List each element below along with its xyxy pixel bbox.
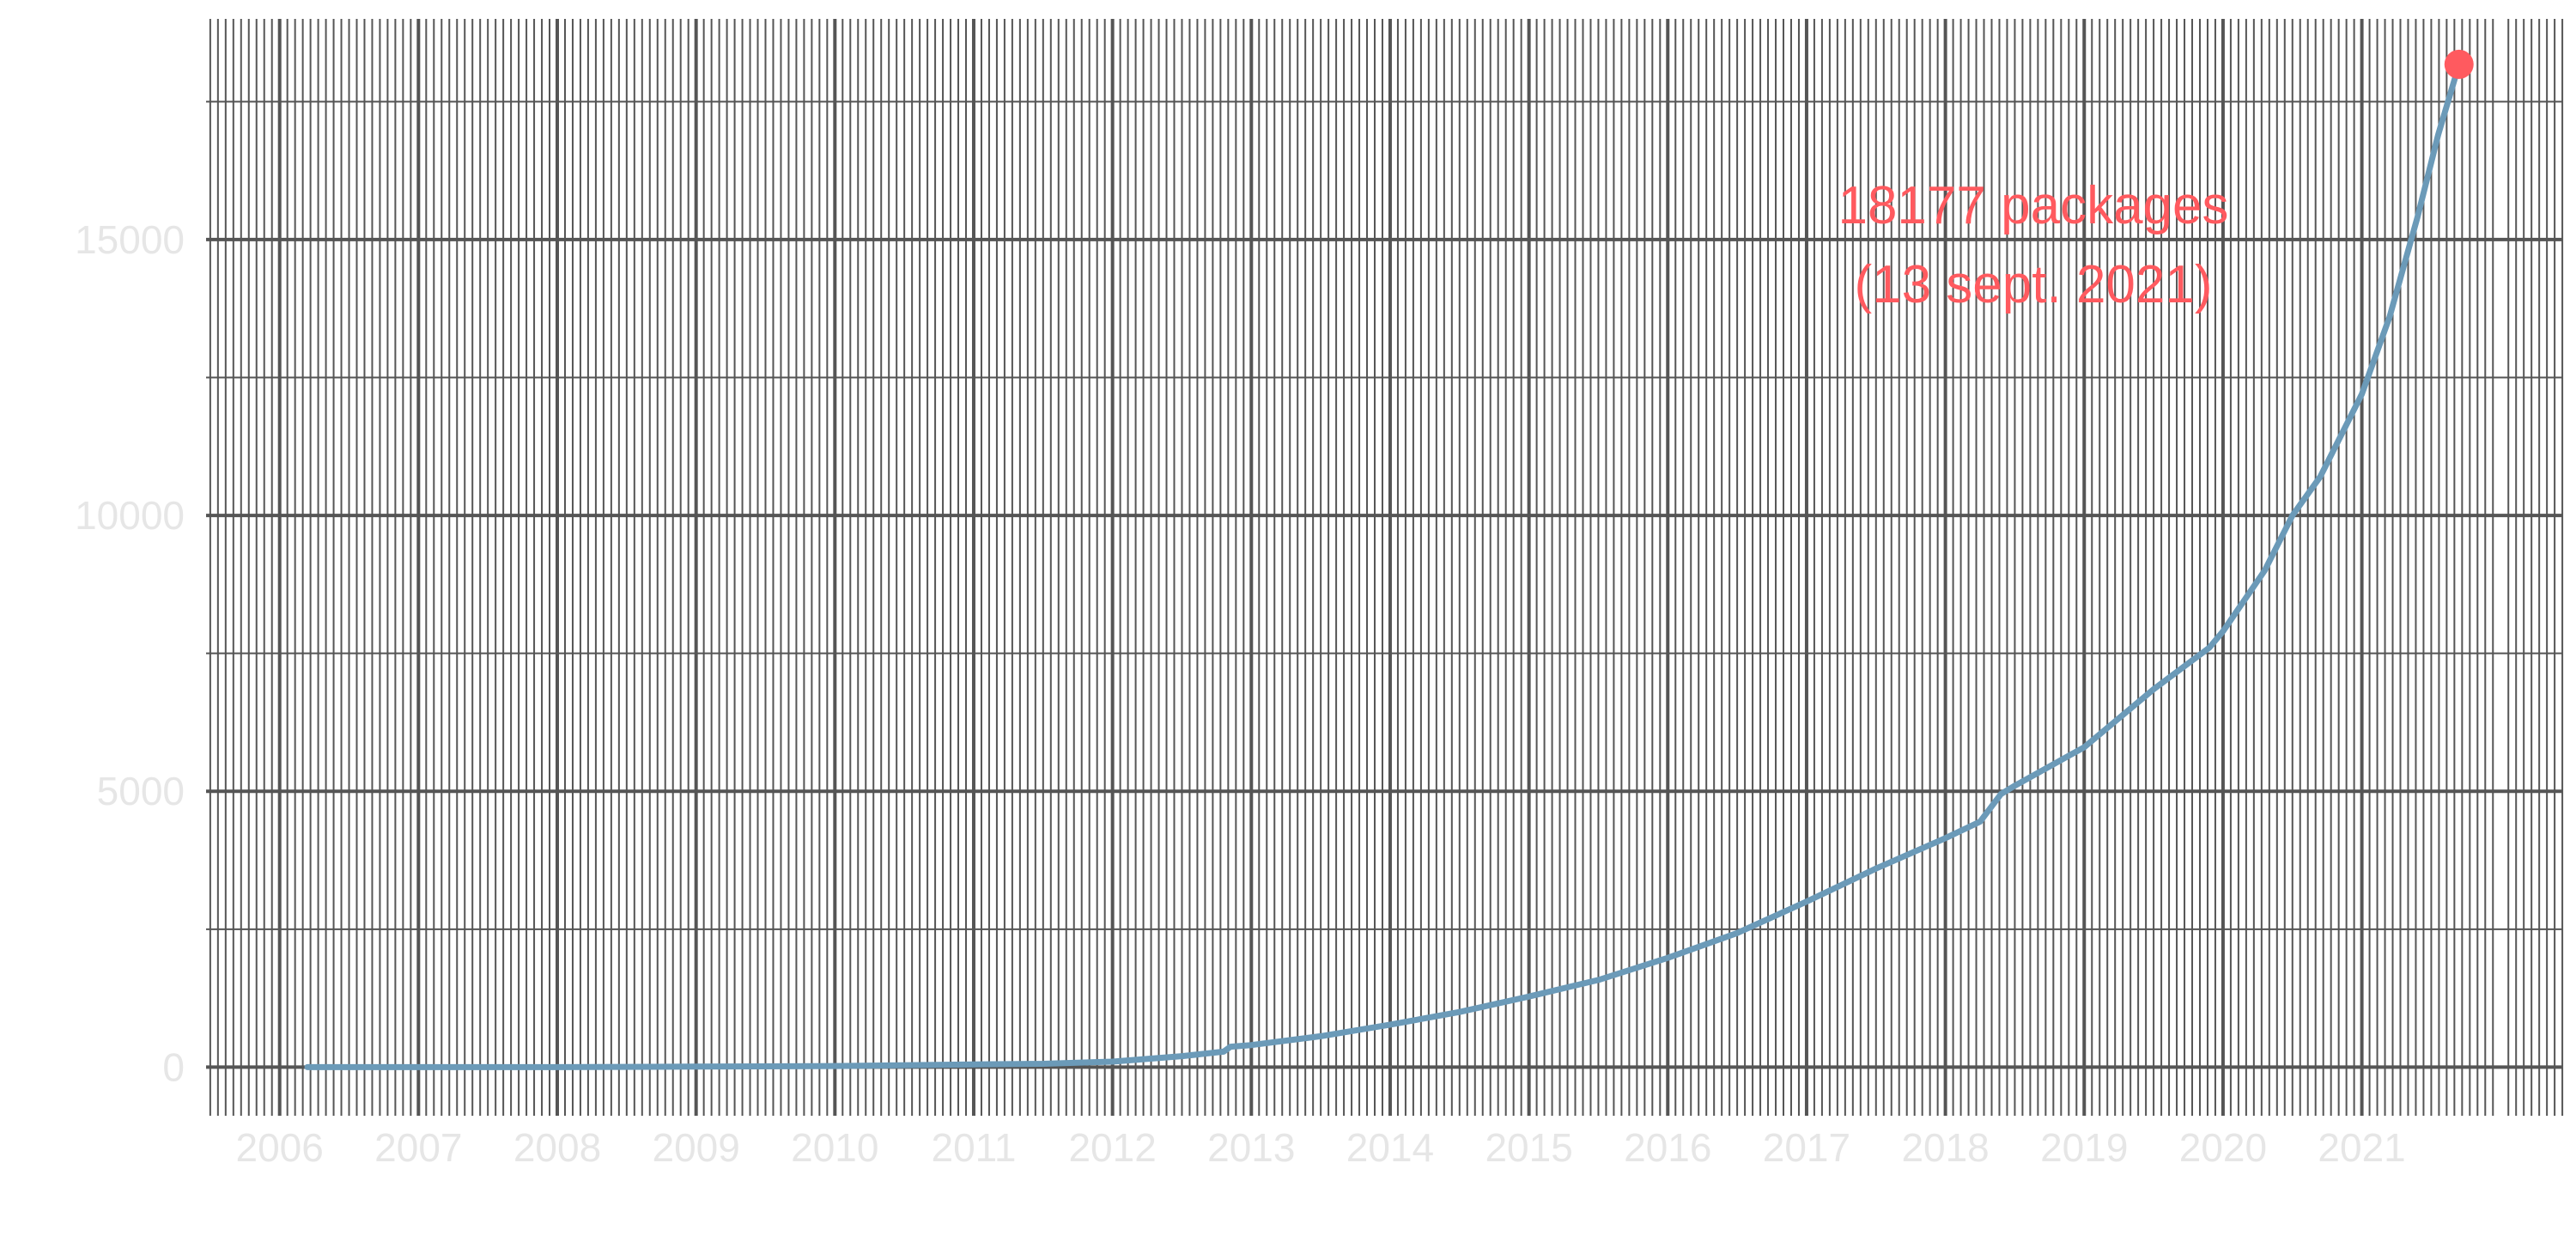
x-tick-label: 2018 — [1901, 1125, 1989, 1170]
y-axis-ticks: 0 5000 10000 15000 — [75, 217, 185, 1089]
x-tick-label: 2012 — [1068, 1125, 1156, 1170]
x-tick-label: 2008 — [513, 1125, 601, 1170]
y-tick-label: 10000 — [75, 493, 185, 538]
annotation-line-2: (13 sept. 2021) — [1854, 255, 2212, 314]
x-tick-label: 2007 — [374, 1125, 462, 1170]
y-tick-label: 15000 — [75, 217, 185, 262]
x-tick-label: 2019 — [2040, 1125, 2128, 1170]
x-tick-label: 2011 — [932, 1125, 1017, 1170]
x-tick-label: 2010 — [791, 1125, 878, 1170]
x-tick-label: 2021 — [2318, 1125, 2405, 1170]
x-tick-label: 2014 — [1346, 1125, 1434, 1170]
annotation-line-1: 18177 packages — [1838, 176, 2228, 235]
minor-grid — [206, 19, 2564, 1116]
x-tick-label: 2017 — [1763, 1125, 1850, 1170]
highlight-point — [2444, 49, 2474, 79]
y-tick-label: 0 — [162, 1044, 185, 1089]
x-tick-label: 2013 — [1207, 1125, 1295, 1170]
x-tick-label: 2020 — [2179, 1125, 2267, 1170]
x-axis-ticks: 2006 2007 2008 2009 2010 2011 2012 2013 2014 2015… — [236, 1125, 2406, 1170]
x-tick-label: 2015 — [1485, 1125, 1572, 1170]
x-tick-label: 2016 — [1624, 1125, 1711, 1170]
x-tick-label: 2006 — [236, 1125, 324, 1170]
series-line — [304, 61, 2463, 1070]
y-tick-label: 5000 — [97, 769, 185, 813]
x-tick-label: 2009 — [652, 1125, 739, 1170]
